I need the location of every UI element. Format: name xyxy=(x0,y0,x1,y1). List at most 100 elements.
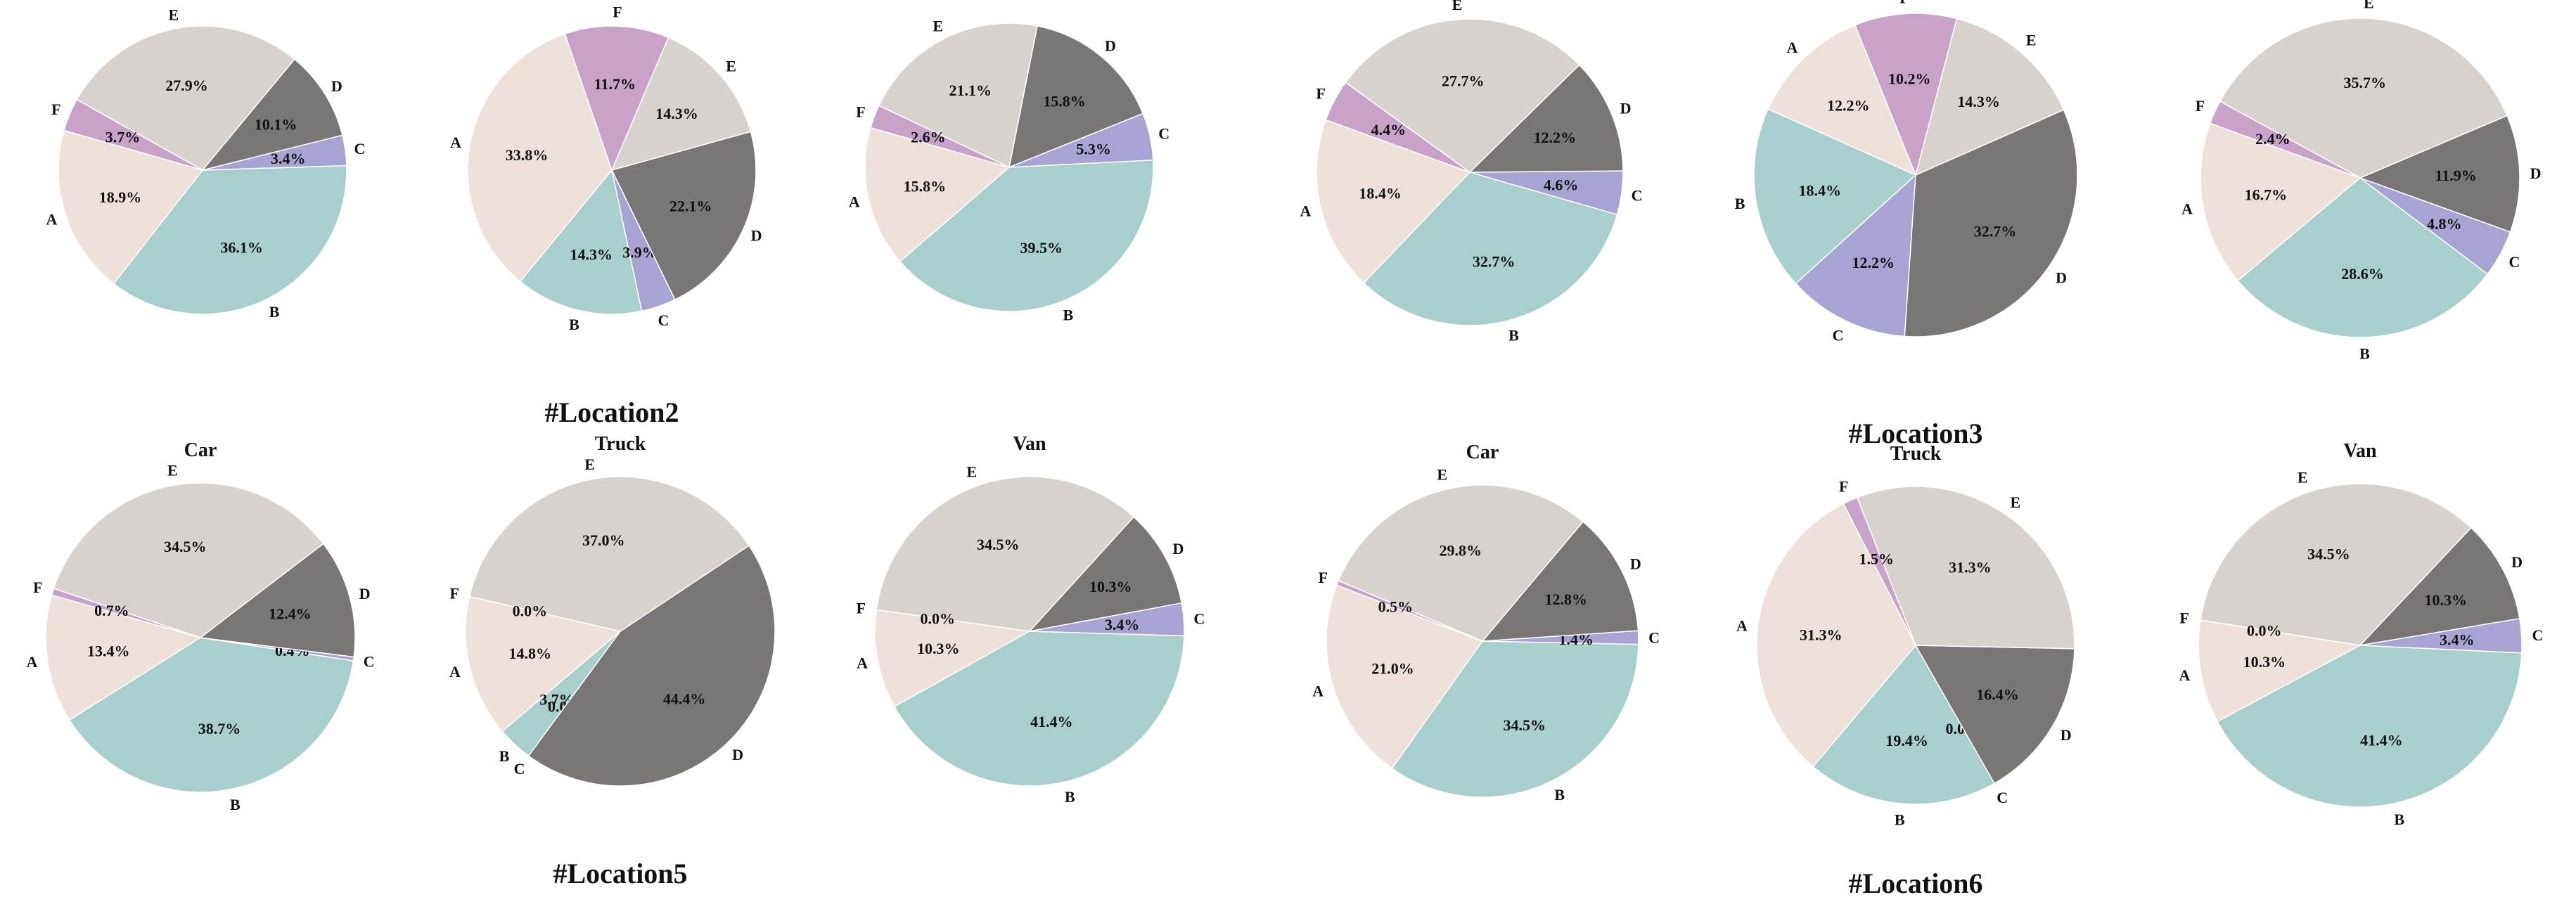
pie-value-label-c: 3.4% xyxy=(271,150,306,167)
location-title-5: #Location5 xyxy=(553,858,687,889)
pie-value-label-c: 5.3% xyxy=(1076,141,1111,158)
pie-value-label-a: 13.4% xyxy=(87,643,130,660)
pie-slice-a xyxy=(1316,119,1471,284)
pie-value-label-b: 34.5% xyxy=(1504,716,1546,734)
pie-category-label-e: E xyxy=(2298,469,2308,486)
pie-value-label-a: 10.3% xyxy=(917,640,960,657)
pie-slice-d xyxy=(199,543,356,658)
pie-slice-d xyxy=(1914,645,2075,785)
pie-value-label-d: 22.1% xyxy=(669,198,712,215)
pie-category-label-e: E xyxy=(168,6,179,23)
pie-category-label-c: C xyxy=(1158,125,1170,143)
pie-slice-a xyxy=(1756,503,1916,768)
pie-slice-f xyxy=(870,105,1010,168)
pie-value-label-e: 21.1% xyxy=(949,82,992,99)
pie-slice-d xyxy=(610,131,757,301)
pie-category-label-f: F xyxy=(613,4,622,21)
pie-value-label-d: 10.3% xyxy=(1089,578,1132,595)
pie-category-label-a: A xyxy=(1736,617,1748,634)
chart-title: Van xyxy=(2343,440,2377,462)
pie-value-label-f: 11.7% xyxy=(594,75,636,93)
pie-category-label-f: F xyxy=(1319,569,1328,586)
pie-value-label-e: 34.5% xyxy=(2307,545,2350,562)
pie-category-label-a: A xyxy=(1786,39,1798,56)
pie-category-label-c: C xyxy=(364,652,375,670)
pie-category-label-e: E xyxy=(933,18,943,35)
pie-value-label-d: 10.3% xyxy=(2424,591,2467,609)
pie-category-label-f: F xyxy=(51,101,60,118)
pie-category-label-d: D xyxy=(2061,726,2072,744)
pie-value-label-e: 14.3% xyxy=(1957,93,2000,110)
pie-category-label-c: C xyxy=(1632,186,1643,204)
pie-slice-f xyxy=(51,588,201,638)
pie-category-label-c: C xyxy=(2532,626,2544,644)
pie-value-label-b: 18.4% xyxy=(1798,182,1841,200)
pie-category-label-a: A xyxy=(2181,200,2193,218)
pie-slice-b xyxy=(519,169,643,315)
pie-value-label-b: 28.6% xyxy=(2341,265,2384,283)
pie-value-label-a: 33.8% xyxy=(506,146,549,164)
pie-value-label-b: 14.3% xyxy=(570,246,613,264)
pie-value-label-e: 27.7% xyxy=(1442,72,1485,90)
pie-value-label-e: 34.5% xyxy=(164,538,207,555)
pie-value-label-a: 12.2% xyxy=(1827,97,1870,115)
pie-slice-d xyxy=(1468,64,1624,173)
pie-value-label-e: 34.5% xyxy=(977,536,1020,553)
pie-slice-e xyxy=(610,37,752,172)
pie-slice-d xyxy=(1904,109,2078,337)
pie-category-label-f: F xyxy=(1839,477,1848,495)
pie-value-label-a: 10.3% xyxy=(2243,653,2286,671)
pie-category-label-e: E xyxy=(967,463,978,480)
pie-value-label-d: 12.4% xyxy=(269,605,312,623)
pie-slice-b xyxy=(113,165,347,315)
pie-value-label-b: 36.1% xyxy=(220,239,263,257)
pie-slice-e xyxy=(53,482,324,638)
location-title-2: #Location2 xyxy=(544,396,679,428)
pie-category-label-f: F xyxy=(33,579,42,596)
pie-category-label-c: C xyxy=(514,760,525,778)
pie-slice-b xyxy=(893,631,1185,787)
pie-slice-e xyxy=(2199,483,2472,646)
pie-category-label-c: C xyxy=(658,311,669,329)
pie-value-label-c: 4.6% xyxy=(1544,176,1579,194)
pie-value-label-a: 21.0% xyxy=(1371,660,1414,678)
pie-chart-6: Van16.7%A28.6%B4.8%C11.9%D35.7%E2.4%F xyxy=(2181,0,2541,363)
pie-category-label-b: B xyxy=(1895,811,1905,829)
pie-value-label-f: 0.0% xyxy=(513,602,548,619)
pie-value-label-f: 10.2% xyxy=(1888,70,1931,87)
pie-category-label-a: A xyxy=(857,654,868,671)
pie-category-label-a: A xyxy=(1300,202,1312,219)
pie-category-label-e: E xyxy=(2026,32,2037,49)
pie-category-label-d: D xyxy=(2530,165,2542,182)
pie-category-label-c: C xyxy=(2509,253,2520,271)
pie-value-label-d: 11.9% xyxy=(2435,167,2476,184)
pie-value-label-c: 3.4% xyxy=(1105,616,1140,633)
pie-category-label-b: B xyxy=(1554,786,1565,804)
pie-chart-3: Van 15.8% A 39.5% B 5.3% C 15.8% D 21.1% E 2.6% F xyxy=(849,0,1170,323)
pie-slice-b xyxy=(1363,172,1618,326)
chart-title: Van xyxy=(1013,433,1046,455)
pie-category-label-e: E xyxy=(584,456,595,473)
pie-category-label-f: F xyxy=(1899,0,1909,7)
pie-value-label-a: 18.4% xyxy=(1359,185,1402,202)
chart-title: Van xyxy=(992,0,1026,1)
pie-category-label-d: D xyxy=(1105,37,1116,54)
pie-category-label-a: A xyxy=(46,211,58,228)
pie-slice-e xyxy=(1345,18,1580,173)
pie-slice-a xyxy=(465,595,622,733)
pie-slice-e xyxy=(468,476,750,632)
pie-category-label-f: F xyxy=(857,599,866,617)
pie-value-label-f: 1.5% xyxy=(1859,550,1894,567)
pie-category-label-a: A xyxy=(26,653,37,671)
pie-slice-e xyxy=(1338,484,1584,642)
pie-slice-e xyxy=(76,25,295,171)
pie-category-label-f: F xyxy=(2196,97,2205,115)
pie-category-label-e: E xyxy=(167,461,178,479)
pie-slice-e xyxy=(2219,18,2508,179)
pie-slice-e xyxy=(878,22,1038,169)
pie-slice-f xyxy=(1335,579,1483,642)
location-title-6: #Location6 xyxy=(1848,867,1982,899)
